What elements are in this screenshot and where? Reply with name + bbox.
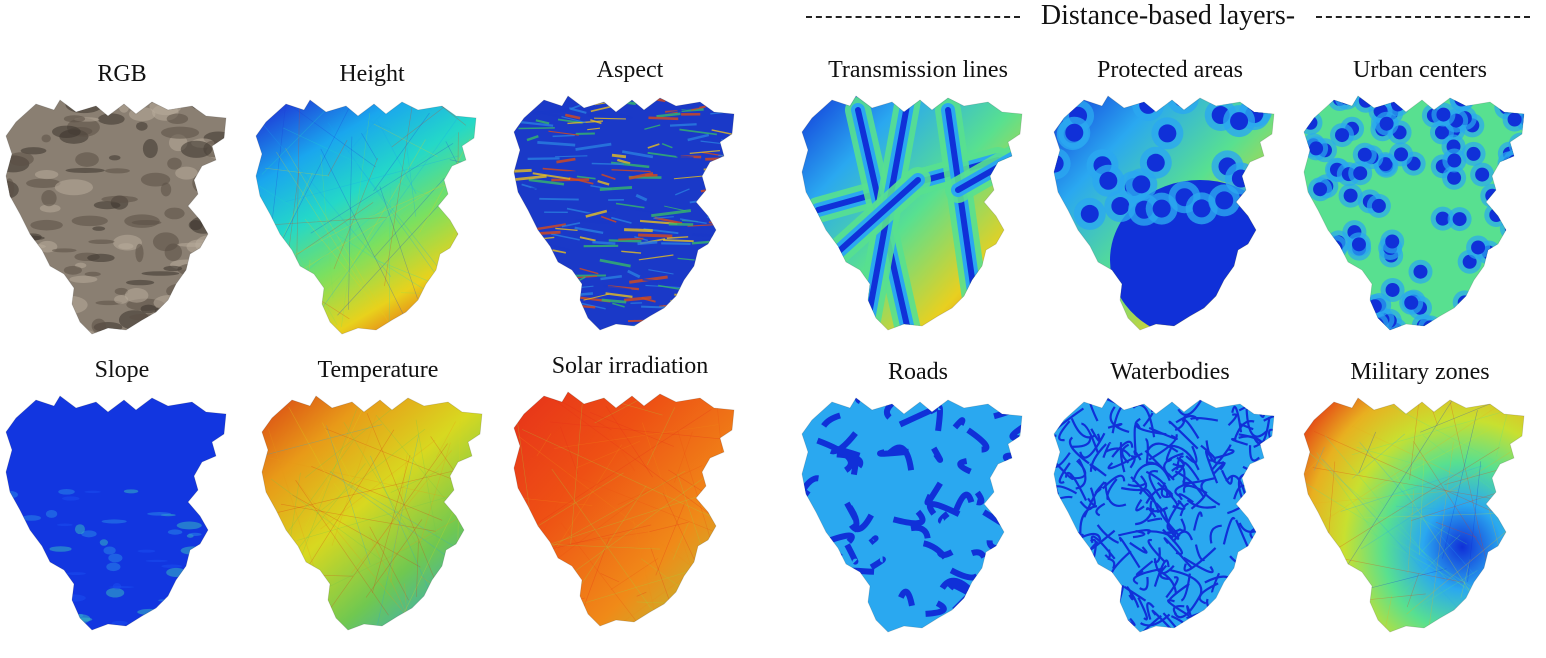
panel-urban-centers: Urban centers [1300, 56, 1540, 356]
panel-title-waterbodies: Waterbodies [1050, 358, 1290, 386]
panel-aspect: Aspect [510, 56, 750, 356]
panel-transmission-lines: Transmission lines [798, 56, 1038, 356]
map-protected [1050, 90, 1282, 340]
panel-title-military-zones: Military zones [1300, 358, 1540, 386]
panel-title-urban-centers: Urban centers [1300, 56, 1540, 84]
panel-title-rgb: RGB [2, 60, 242, 88]
panel-roads: Roads [798, 358, 1038, 658]
map-urban [1300, 90, 1532, 340]
map-solar [510, 386, 742, 636]
header-dashed-line-right [1316, 16, 1530, 18]
map-roads [798, 392, 1030, 642]
panel-slope: Slope [2, 356, 242, 656]
panel-title-roads: Roads [798, 358, 1038, 386]
map-rgb [2, 94, 234, 344]
panel-title-aspect: Aspect [510, 56, 750, 84]
map-waterbodies [1050, 392, 1282, 642]
panel-height: Height [252, 60, 492, 360]
map-slope [2, 390, 234, 640]
map-military [1300, 392, 1532, 642]
distance-layers-header: Distance-based layers- [806, 0, 1530, 34]
panel-solar-irradiation: Solar irradiation [510, 352, 750, 652]
panel-rgb: RGB [2, 60, 242, 360]
panel-title-transmission-lines: Transmission lines [798, 56, 1038, 84]
panel-title-height: Height [252, 60, 492, 88]
panel-temperature: Temperature [258, 356, 498, 656]
panel-title-slope: Slope [2, 356, 242, 384]
panel-title-temperature: Temperature [258, 356, 498, 384]
map-aspect [510, 90, 742, 340]
panel-military-zones: Military zones [1300, 358, 1540, 658]
map-temperature [258, 390, 490, 640]
panel-waterbodies: Waterbodies [1050, 358, 1290, 658]
panel-title-solar-irradiation: Solar irradiation [510, 352, 750, 380]
map-transmission [798, 90, 1030, 340]
panel-title-protected-areas: Protected areas [1050, 56, 1290, 84]
panel-protected-areas: Protected areas [1050, 56, 1290, 356]
map-height [252, 94, 484, 344]
